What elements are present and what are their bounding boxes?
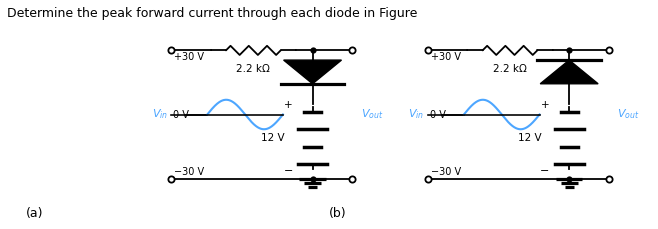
Polygon shape xyxy=(284,60,342,84)
Text: −: − xyxy=(540,166,549,176)
Text: 0 V: 0 V xyxy=(173,109,189,120)
Text: −30 V: −30 V xyxy=(174,167,205,177)
Text: +: + xyxy=(284,100,293,110)
Text: −30 V: −30 V xyxy=(431,167,461,177)
Text: $V_{out}$: $V_{out}$ xyxy=(617,108,640,121)
Text: −: − xyxy=(284,166,293,176)
Text: 0 V: 0 V xyxy=(430,109,445,120)
Polygon shape xyxy=(540,60,598,84)
Text: 12 V: 12 V xyxy=(261,133,285,143)
Text: Determine the peak forward current through each diode in Figure: Determine the peak forward current throu… xyxy=(7,7,417,20)
Text: $V_{out}$: $V_{out}$ xyxy=(361,108,383,121)
Text: 12 V: 12 V xyxy=(518,133,542,143)
Text: +30 V: +30 V xyxy=(174,52,205,62)
Text: $V_{in}$: $V_{in}$ xyxy=(408,108,424,121)
Text: +: + xyxy=(541,100,549,110)
Text: (b): (b) xyxy=(329,207,347,220)
Text: 2.2 kΩ: 2.2 kΩ xyxy=(236,64,270,74)
Text: (a): (a) xyxy=(26,207,44,220)
Text: $V_{in}$: $V_{in}$ xyxy=(151,108,168,121)
Text: +30 V: +30 V xyxy=(431,52,461,62)
Text: 2.2 kΩ: 2.2 kΩ xyxy=(493,64,527,74)
